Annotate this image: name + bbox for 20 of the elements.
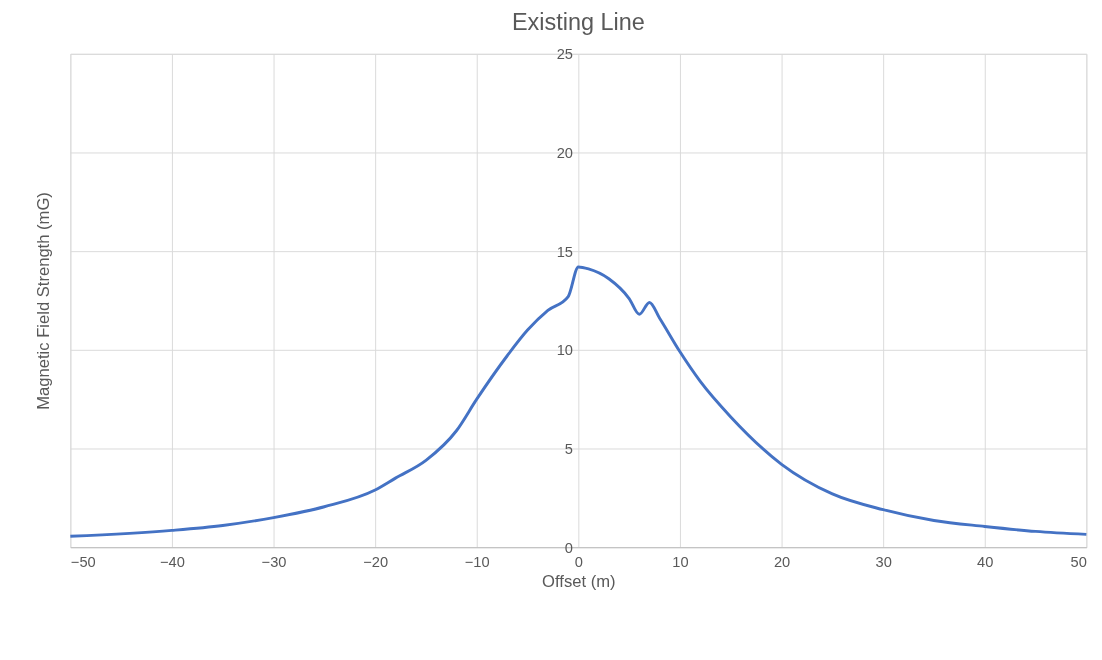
x-tick-label: −10 (464, 554, 490, 571)
x-tick-label: −40 (160, 554, 185, 571)
x-tick-label: 50 (1070, 554, 1087, 571)
y-tick-label: 20 (556, 144, 573, 161)
y-tick-label: 5 (564, 440, 573, 457)
x-tick-label: 30 (875, 554, 892, 571)
y-tick-label: 15 (556, 243, 573, 260)
chart-title: Existing Line (511, 9, 645, 36)
y-tick-label: 10 (556, 342, 573, 359)
x-tick-label: 10 (672, 554, 689, 571)
x-tick-label: 20 (773, 554, 791, 571)
x-tick-label: 40 (977, 554, 994, 571)
y-axis-title: Magnetic Field Strength (mG) (34, 192, 54, 410)
x-axis-title: Offset (m) (542, 571, 616, 591)
y-tick-label: 25 (556, 46, 573, 63)
x-tick-label: −30 (261, 554, 287, 571)
y-tick-label: 0 (564, 539, 573, 556)
x-tick-label: −50 (70, 554, 96, 571)
line-series (68, 265, 1088, 538)
x-tick-label: −20 (363, 554, 389, 571)
